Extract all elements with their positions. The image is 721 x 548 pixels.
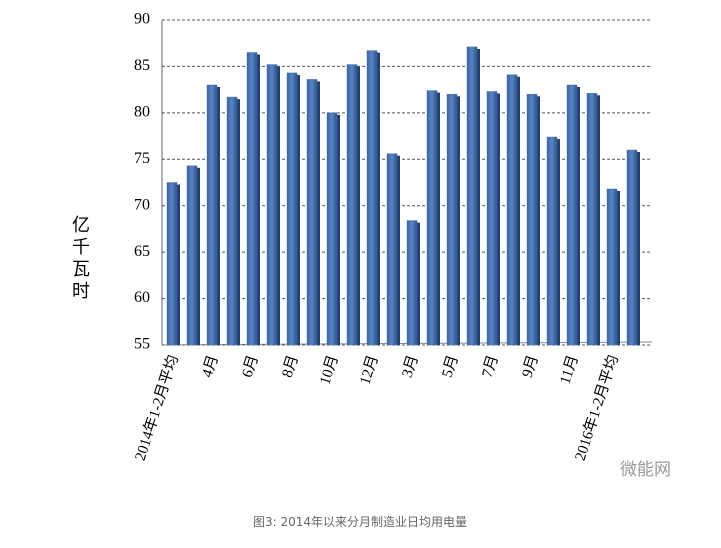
- watermark: 微能网: [620, 460, 671, 480]
- bar-side: [577, 87, 580, 345]
- bar-side: [237, 99, 240, 345]
- bar: [326, 112, 338, 346]
- bar: [526, 94, 538, 346]
- bar: [206, 84, 218, 346]
- bar-side: [617, 191, 620, 345]
- bar-side: [277, 66, 280, 346]
- y-tick-label: 65: [134, 243, 150, 260]
- caption: 图3: 2014年以来分月制造业日均用电量: [253, 515, 467, 529]
- bar: [406, 220, 418, 346]
- bar-side: [217, 87, 220, 345]
- bar-side: [597, 95, 600, 345]
- x-tick-label: 5月: [440, 353, 462, 379]
- y-tick-label: 80: [134, 104, 150, 121]
- bar: [166, 182, 178, 346]
- bar-side: [257, 54, 260, 345]
- bar: [506, 74, 518, 346]
- bar-side: [297, 74, 300, 345]
- bar-side: [437, 92, 440, 345]
- bar-side: [197, 167, 200, 345]
- y-tick-label: 55: [134, 336, 150, 353]
- x-tick-label: 2014年1-2月平均: [132, 353, 182, 463]
- y-axis-label: 亿千瓦时: [70, 215, 90, 303]
- x-tick-label: 2016年1-2月平均: [572, 353, 622, 463]
- x-tick-label: 9月: [520, 353, 542, 379]
- bar: [586, 93, 598, 346]
- y-tick-label: 90: [134, 11, 150, 28]
- y-tick-label: 75: [134, 150, 150, 167]
- bar: [306, 79, 318, 346]
- bar-side: [317, 81, 320, 345]
- bar-side: [497, 93, 500, 345]
- x-tick-label: 4月: [200, 353, 222, 379]
- x-tick-label: 10月: [317, 353, 341, 386]
- y-tick-label: 85: [134, 57, 150, 74]
- x-tick-label: 6月: [240, 353, 262, 379]
- bar: [226, 96, 238, 346]
- bar-side: [357, 66, 360, 346]
- bar-side: [417, 222, 420, 345]
- x-tick-label: 8月: [280, 353, 302, 379]
- bar: [286, 72, 298, 346]
- x-tick-label: 7月: [480, 353, 502, 379]
- x-tick-label: 11月: [557, 353, 581, 386]
- bar: [606, 188, 618, 346]
- x-tick-label: 3月: [400, 353, 422, 379]
- bar: [446, 94, 458, 346]
- bar: [486, 91, 498, 346]
- bar: [386, 153, 398, 346]
- bar: [566, 84, 578, 346]
- y-tick-label: 60: [134, 289, 150, 306]
- bar-side: [477, 48, 480, 346]
- bar-side: [377, 52, 380, 346]
- bar: [426, 90, 438, 346]
- bar: [546, 136, 558, 346]
- bar-side: [557, 139, 560, 345]
- bar: [366, 50, 378, 346]
- bar: [186, 165, 198, 346]
- bar-side: [337, 114, 340, 345]
- bar: [346, 64, 358, 346]
- bar: [466, 46, 478, 346]
- bar: [266, 64, 278, 346]
- x-tick-label: 12月: [357, 353, 381, 386]
- bar-side: [637, 152, 640, 345]
- bar-side: [177, 184, 180, 345]
- bar: [246, 52, 258, 346]
- bar-side: [537, 96, 540, 346]
- bar-side: [457, 96, 460, 346]
- bar: [626, 149, 638, 346]
- bar-side: [517, 76, 520, 346]
- bar-side: [397, 155, 400, 345]
- y-tick-label: 70: [134, 196, 150, 213]
